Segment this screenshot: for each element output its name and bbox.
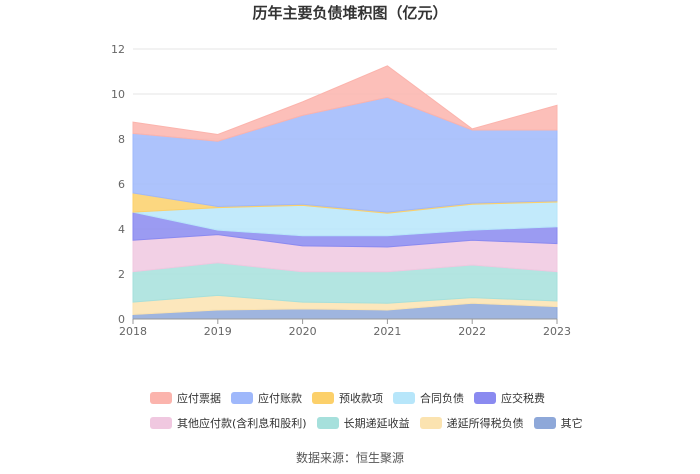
y-tick-label: 12 xyxy=(111,43,125,56)
area-chart: 0 2 4 6 8 10 12 2018 2019 2020 2021 2022 2023 xyxy=(111,43,571,338)
x-tick-label: 2023 xyxy=(543,325,571,338)
stacked-areas xyxy=(132,65,558,320)
area-series xyxy=(132,96,558,213)
legend-row: 应付票据 应付账款 预收款项 合同负债 应交税费 xyxy=(150,387,590,409)
legend-label: 合同负债 xyxy=(420,391,464,405)
legend-label: 长期递延收益 xyxy=(343,416,410,430)
x-tick-label: 2019 xyxy=(204,325,232,338)
legend-item[interactable]: 递延所得税负债 xyxy=(419,415,524,431)
legend-item[interactable]: 预收款项 xyxy=(312,390,383,406)
legend-row: 其他应付款(含利息和股利) 长期递延收益 递延所得税负债 其它 xyxy=(150,412,590,434)
legend-item[interactable]: 应付票据 xyxy=(150,390,221,406)
y-tick-label: 2 xyxy=(118,268,125,281)
legend-swatch xyxy=(474,391,496,404)
chart-title: 历年主要负债堆积图（亿元） xyxy=(252,4,448,22)
legend-swatch xyxy=(150,391,172,404)
y-tick-label: 10 xyxy=(111,88,125,101)
legend-swatch xyxy=(316,416,339,429)
legend-swatch xyxy=(533,416,556,429)
legend-item[interactable]: 应付账款 xyxy=(231,390,302,406)
y-tick-label: 8 xyxy=(118,133,125,146)
legend-label: 预收款项 xyxy=(339,391,383,405)
legend-swatch xyxy=(393,391,415,404)
x-tick-label: 2020 xyxy=(289,325,317,338)
legend-item[interactable]: 其它 xyxy=(533,415,583,431)
legend-label: 递延所得税负债 xyxy=(446,416,524,430)
y-tick-label: 0 xyxy=(118,313,125,326)
x-tick-label: 2021 xyxy=(373,325,401,338)
axes: 0 2 4 6 8 10 12 2018 2019 2020 2021 2022 2023 xyxy=(111,43,571,338)
legend-label: 其它 xyxy=(560,416,583,430)
legend-swatch xyxy=(312,391,334,404)
legend-swatch xyxy=(231,391,253,404)
x-tick-label: 2018 xyxy=(119,325,147,338)
data-source-note: 数据来源：恒生聚源 xyxy=(295,451,404,465)
legend-label: 应交税费 xyxy=(501,391,545,405)
legend-swatch xyxy=(419,416,442,429)
legend-item[interactable]: 长期递延收益 xyxy=(316,415,410,431)
legend-item[interactable]: 合同负债 xyxy=(393,390,464,406)
legend-swatch xyxy=(150,416,172,429)
x-tick-label: 2022 xyxy=(458,325,486,338)
legend: 应付票据 应付账款 预收款项 合同负债 应交税费 其他应付款(含利息和股利) 长期递延收益… xyxy=(150,387,590,437)
legend-label: 应付票据 xyxy=(177,391,221,405)
legend-label: 应付账款 xyxy=(258,391,302,405)
legend-label: 其他应付款(含利息和股利) xyxy=(177,416,307,430)
area-series xyxy=(132,65,558,142)
y-tick-label: 4 xyxy=(118,223,125,236)
y-tick-label: 6 xyxy=(118,178,125,191)
legend-item[interactable]: 其他应付款(含利息和股利) xyxy=(150,415,307,431)
legend-item[interactable]: 应交税费 xyxy=(474,390,545,406)
